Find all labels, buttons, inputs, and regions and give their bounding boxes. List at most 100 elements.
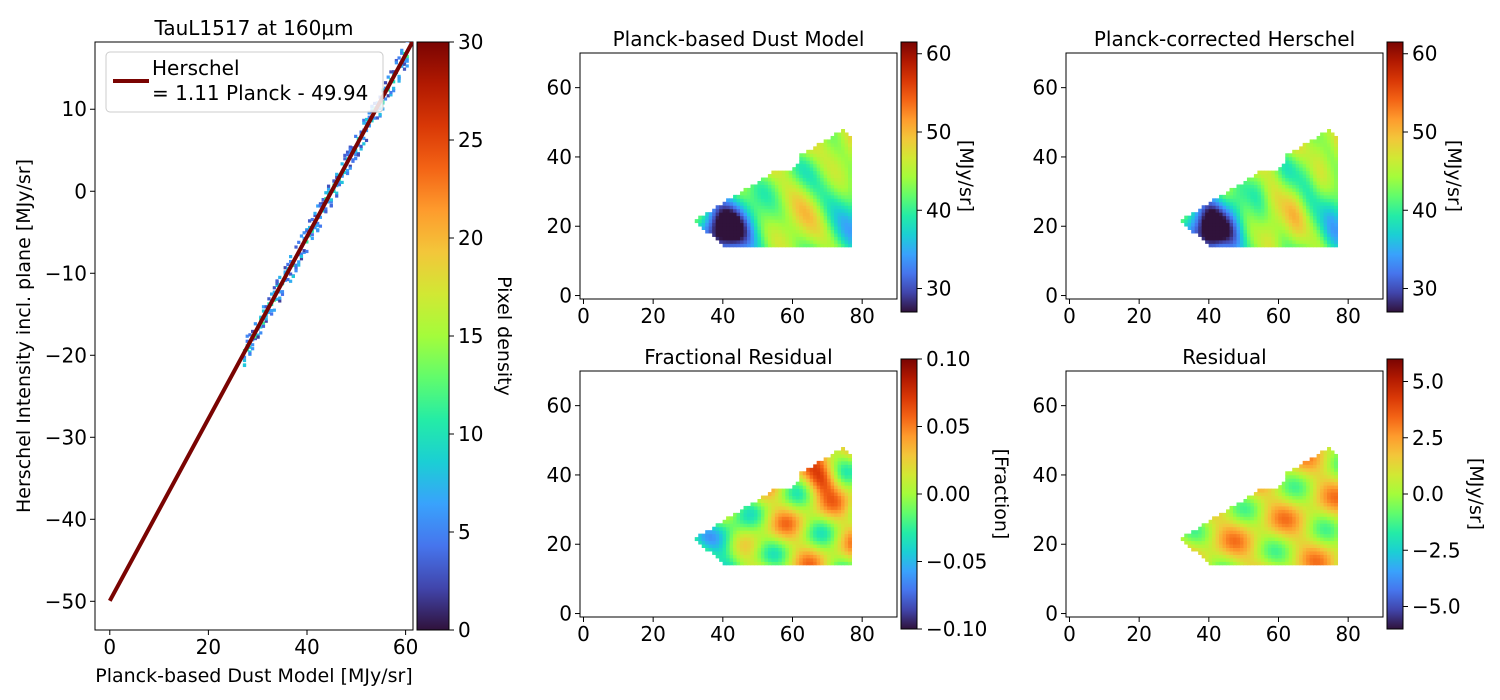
map-pixel bbox=[774, 502, 779, 507]
map-pixel bbox=[820, 194, 825, 199]
map-pixel bbox=[1316, 153, 1321, 158]
map-pixel bbox=[809, 170, 814, 175]
map-pixel bbox=[785, 537, 790, 542]
map-pixel bbox=[830, 557, 835, 562]
map-pixel bbox=[834, 561, 839, 566]
map-pixel bbox=[757, 544, 762, 549]
map-pixel bbox=[760, 243, 765, 248]
map-pixel bbox=[750, 537, 755, 542]
map-pixel bbox=[795, 544, 800, 549]
map-pixel bbox=[1334, 457, 1339, 462]
map-pixel bbox=[1316, 554, 1321, 559]
map-pixel bbox=[806, 481, 811, 486]
map-pixel bbox=[1320, 554, 1325, 559]
map-pixel bbox=[1264, 226, 1269, 231]
map-pixel bbox=[844, 170, 849, 175]
map-pixel bbox=[778, 509, 783, 514]
map-pixel bbox=[844, 523, 849, 528]
y-tick-label: −30 bbox=[45, 425, 87, 449]
density-cell bbox=[397, 79, 401, 83]
map-pixel bbox=[736, 243, 741, 248]
map-pixel bbox=[753, 526, 758, 531]
map-pixel bbox=[1229, 212, 1234, 217]
map-pixel bbox=[834, 540, 839, 545]
map-pixel bbox=[781, 187, 786, 192]
map-pixel bbox=[1250, 554, 1255, 559]
map-pixel bbox=[1260, 239, 1265, 244]
map-pixel bbox=[1316, 135, 1321, 140]
map-pixel bbox=[743, 243, 748, 248]
map-pixel bbox=[834, 222, 839, 227]
map-pixel bbox=[1250, 495, 1255, 500]
map-pixel bbox=[1320, 239, 1325, 244]
map-pixel bbox=[1257, 512, 1262, 517]
map-pixel bbox=[1257, 191, 1262, 196]
map-pixel bbox=[733, 219, 738, 224]
map-pixel bbox=[1309, 547, 1314, 552]
map-pixel bbox=[823, 488, 828, 493]
map-pixel bbox=[1233, 557, 1237, 562]
map-pixel bbox=[1271, 502, 1276, 507]
map-pixel bbox=[816, 215, 821, 220]
map-pixel bbox=[760, 498, 765, 503]
map-pixel bbox=[1226, 519, 1231, 524]
map-pixel bbox=[806, 530, 811, 535]
map-pixel bbox=[753, 222, 758, 227]
map-pixel bbox=[823, 502, 828, 507]
map-pixel bbox=[816, 502, 821, 507]
map-pixel bbox=[753, 530, 758, 535]
x-tick-label: 60 bbox=[393, 635, 418, 659]
legend-text-line2: = 1.11 Planck - 49.94 bbox=[152, 81, 368, 105]
map-pixel bbox=[771, 509, 776, 514]
map-pixel bbox=[1306, 198, 1311, 203]
map-pixel bbox=[1208, 208, 1213, 213]
map-pixel bbox=[774, 495, 779, 500]
map-pixel bbox=[757, 236, 762, 241]
map-pixel bbox=[771, 544, 776, 549]
density-cell bbox=[326, 184, 331, 188]
map-pixel bbox=[1253, 222, 1258, 227]
x-tick-label: 0 bbox=[1063, 622, 1076, 646]
map-pixel bbox=[774, 516, 779, 521]
map-pixel bbox=[733, 205, 738, 210]
map-pixel bbox=[837, 243, 842, 248]
map-pixel bbox=[740, 215, 745, 220]
map-pixel bbox=[743, 557, 748, 562]
map-pixel bbox=[1250, 191, 1255, 196]
map-pixel bbox=[1278, 523, 1283, 528]
map-pixel bbox=[1299, 212, 1304, 217]
map-pixel bbox=[771, 208, 776, 213]
map-pixel bbox=[1320, 557, 1325, 562]
map-pixel bbox=[1257, 544, 1262, 549]
map-pixel bbox=[1306, 471, 1311, 476]
density-cell bbox=[264, 317, 268, 321]
map-pixel bbox=[1194, 533, 1199, 538]
map-pixel bbox=[1316, 467, 1321, 472]
map-pixel bbox=[841, 478, 846, 483]
map-pixel bbox=[1295, 167, 1300, 172]
map-pixel bbox=[1267, 523, 1272, 528]
map-pixel bbox=[834, 557, 839, 562]
map-pixel bbox=[1267, 509, 1272, 514]
map-pixel bbox=[771, 498, 776, 503]
map-pixel bbox=[698, 219, 703, 224]
map-pixel bbox=[760, 530, 765, 535]
map-pixel bbox=[1313, 215, 1318, 220]
map-pixel bbox=[1327, 198, 1332, 203]
map-pixel bbox=[1243, 194, 1248, 199]
map-pixel bbox=[827, 236, 832, 241]
map-pixel bbox=[736, 215, 741, 220]
map-pixel bbox=[1320, 457, 1325, 462]
map-pixel bbox=[1222, 232, 1227, 237]
legend-box bbox=[105, 51, 384, 113]
map-pixel bbox=[750, 540, 755, 545]
map-pixel bbox=[809, 149, 814, 154]
map-pixel bbox=[1281, 533, 1286, 538]
map-pixel bbox=[1316, 481, 1321, 486]
map-pixel bbox=[1253, 498, 1258, 503]
map-pixel bbox=[778, 180, 783, 185]
map-pixel bbox=[781, 533, 786, 538]
density-cell bbox=[299, 254, 304, 259]
map-pixel bbox=[1239, 502, 1244, 507]
